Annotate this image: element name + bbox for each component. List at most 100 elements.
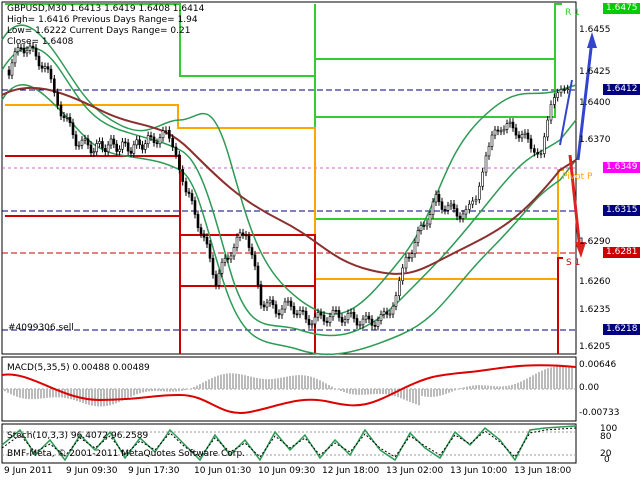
- candle-body: [543, 136, 546, 154]
- macd-bar: [292, 375, 294, 389]
- macd-bar: [277, 378, 279, 389]
- macd-bar: [16, 389, 18, 397]
- candle-body: [250, 247, 254, 256]
- macd-bar: [214, 376, 216, 389]
- macd-bar: [271, 378, 273, 389]
- price-scale-label: 1.6290: [579, 237, 611, 247]
- candle-body: [292, 306, 296, 315]
- candle-body: [71, 122, 75, 136]
- macd-bar: [226, 373, 228, 389]
- macd-bar: [529, 376, 531, 389]
- candle-body: [171, 138, 174, 148]
- macd-bar: [97, 389, 99, 407]
- candle-body: [22, 47, 26, 54]
- macd-bar: [448, 389, 450, 393]
- macd-bar: [106, 389, 108, 406]
- candle-body: [449, 203, 453, 207]
- candle-body: [268, 299, 272, 304]
- macd-bar: [211, 378, 213, 389]
- candle-body: [394, 295, 398, 307]
- candle-body: [53, 78, 56, 93]
- candle-body: [508, 121, 512, 124]
- macd-bar: [166, 389, 168, 392]
- macd-bar: [295, 375, 297, 389]
- candle-body: [190, 193, 194, 201]
- price-tag-top: 1.6475: [603, 3, 640, 14]
- candle-body: [539, 153, 543, 155]
- macd-bar: [388, 389, 390, 395]
- candle-body: [404, 256, 408, 269]
- s1-level: [557, 257, 563, 354]
- candle-body: [496, 129, 500, 132]
- candle-body: [566, 88, 569, 91]
- candle-body: [229, 255, 233, 260]
- macd-bar: [457, 389, 459, 390]
- macd-scale-zero: 0.00: [579, 383, 600, 393]
- candle-body: [484, 155, 488, 173]
- macd-bar: [34, 389, 36, 400]
- candle-body: [322, 314, 326, 322]
- macd-bar: [112, 389, 114, 405]
- macd-bar: [280, 377, 282, 389]
- macd-bar: [430, 389, 432, 397]
- time-label: 13 Jun 02:00: [386, 466, 444, 476]
- candle-body: [101, 141, 104, 149]
- candle-body: [533, 148, 536, 153]
- candle-body: [343, 319, 347, 323]
- macd-bar: [328, 384, 330, 389]
- candle-body: [199, 227, 203, 235]
- macd-bar: [451, 389, 453, 392]
- macd-bar: [376, 389, 378, 394]
- macd-bar: [517, 382, 519, 389]
- candle-body: [115, 143, 119, 152]
- candle-body: [89, 144, 93, 154]
- macd-bar: [511, 384, 513, 389]
- candle-body: [123, 141, 127, 144]
- blue-connector: [559, 79, 573, 146]
- candle-body: [40, 65, 44, 69]
- candle-body: [244, 234, 248, 237]
- macd-bar: [547, 368, 549, 389]
- candle-body: [536, 152, 539, 155]
- candle-body: [487, 146, 491, 157]
- macd-bar: [103, 389, 105, 407]
- price-scale-label: 1.6370: [579, 135, 611, 145]
- green-level-bottom: [314, 4, 558, 220]
- candle-body: [529, 138, 533, 149]
- candle-body: [152, 136, 156, 143]
- macd-bar: [544, 369, 546, 389]
- low-info: Low= 1.6222 Current Days Range= 0.21: [7, 26, 191, 36]
- candle-body: [546, 119, 549, 138]
- macd-bar: [7, 389, 9, 393]
- macd-bar: [481, 385, 483, 389]
- macd-bar: [274, 378, 276, 389]
- candle-body: [196, 214, 200, 228]
- candle-body: [295, 313, 299, 316]
- macd-bar: [409, 389, 411, 402]
- bb-lowest: [1, 84, 577, 356]
- macd-bar: [469, 385, 471, 389]
- time-label: 10 Jun 09:30: [258, 466, 316, 476]
- macd-bar: [37, 389, 39, 399]
- candle-body: [313, 316, 317, 325]
- macd-bar: [514, 383, 516, 389]
- candle-body: [419, 225, 423, 231]
- candle-body: [13, 51, 17, 64]
- macd-bar: [139, 389, 141, 394]
- time-label: 13 Jun 10:00: [450, 466, 508, 476]
- macd-bar: [322, 381, 324, 389]
- candle-body: [31, 45, 35, 49]
- candle-body: [155, 142, 159, 145]
- bb-upper: [1, 24, 577, 315]
- macd-scale-top: 0.00646: [579, 360, 617, 370]
- macd-bar: [121, 389, 123, 401]
- stoch-signal-line: [1, 427, 577, 458]
- candle-body: [388, 313, 392, 316]
- macd-bar: [253, 377, 255, 389]
- candle-body: [340, 317, 344, 323]
- macd-bar: [205, 381, 207, 389]
- candle-body: [214, 274, 218, 286]
- candle-body: [478, 185, 481, 200]
- macd-bar: [109, 389, 111, 406]
